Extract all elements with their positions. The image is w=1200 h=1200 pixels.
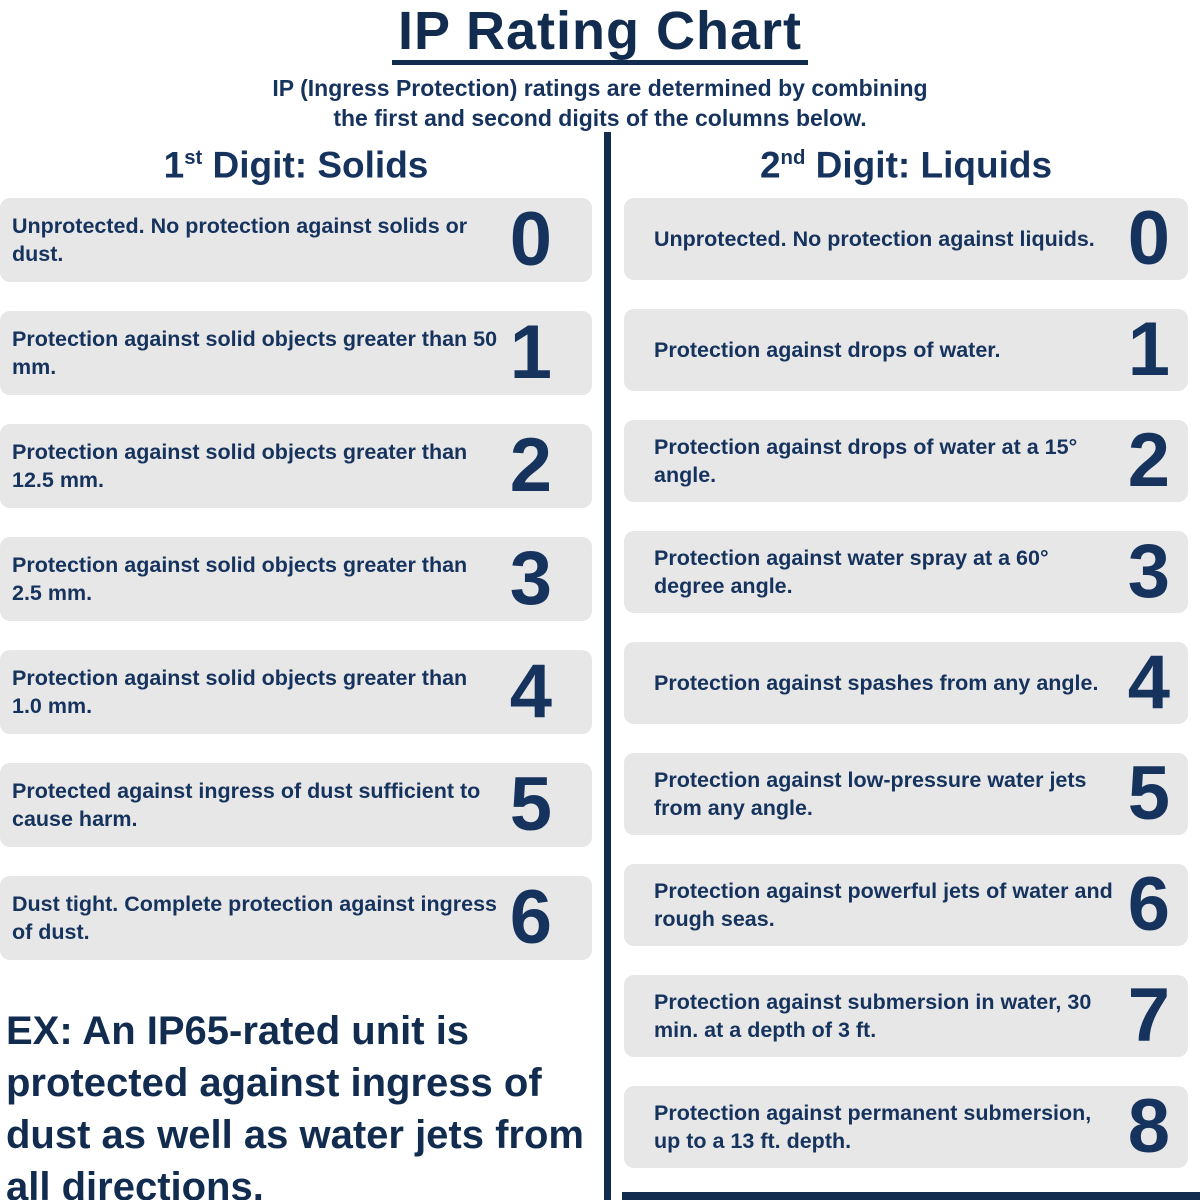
subtitle-line-1: IP (Ingress Protection) ratings are dete… xyxy=(272,75,928,101)
solids-row-1: Protection against solid objects greater… xyxy=(0,311,592,395)
rating-digit: 6 xyxy=(509,874,552,960)
liquids-row-5: Protection against low-pressure water je… xyxy=(624,753,1188,835)
rating-digit: 2 xyxy=(509,422,552,508)
rating-description: Protection against drops of water at a 1… xyxy=(654,434,1078,487)
page-title: IP Rating Chart xyxy=(391,4,809,65)
rating-description: Protection against water spray at a 60° … xyxy=(654,545,1049,598)
rating-digit: 3 xyxy=(1127,528,1170,614)
heading-ordinal: st xyxy=(184,147,203,169)
liquids-column: 2nd Digit: Liquids Unprotected. No prote… xyxy=(624,132,1188,1197)
rating-description: Protection against solid objects greater… xyxy=(12,552,468,605)
liquids-row-2: Protection against drops of water at a 1… xyxy=(624,420,1188,502)
heading-ordinal: nd xyxy=(780,147,806,169)
column-divider xyxy=(604,132,611,1200)
rating-digit: 4 xyxy=(509,648,552,734)
example-note: EX: An IP65-rated unit is protected agai… xyxy=(6,1009,584,1200)
liquids-row-1: Protection against drops of water. 1 xyxy=(624,309,1188,391)
liquids-row-0: Unprotected. No protection against liqui… xyxy=(624,198,1188,280)
rating-description: Protection against solid objects greater… xyxy=(12,665,468,718)
rating-description: Protection against solid objects greater… xyxy=(12,326,498,379)
rating-digit: 6 xyxy=(1127,861,1170,947)
solids-column: 1st Digit: Solids Unprotected. No protec… xyxy=(0,132,592,989)
solids-row-4: Protection against solid objects greater… xyxy=(0,650,592,734)
rating-description: Unprotected. No protection against solid… xyxy=(12,213,468,266)
liquids-column-heading: 2nd Digit: Liquids xyxy=(624,132,1188,186)
rating-description: Protection against low-pressure water je… xyxy=(654,767,1087,820)
heading-number: 1 xyxy=(163,144,185,186)
heading-text: Digit: Liquids xyxy=(805,144,1053,186)
rating-digit: 5 xyxy=(1127,750,1170,836)
rating-description: Protection against submersion in water, … xyxy=(654,989,1092,1042)
chart-header: IP Rating Chart IP (Ingress Protection) … xyxy=(0,0,1200,134)
rating-description: Unprotected. No protection against liqui… xyxy=(654,226,1095,251)
liquids-row-3: Protection against water spray at a 60° … xyxy=(624,531,1188,613)
solids-row-2: Protection against solid objects greater… xyxy=(0,424,592,508)
rating-digit: 7 xyxy=(1127,972,1170,1058)
solids-row-5: Protected against ingress of dust suffic… xyxy=(0,763,592,847)
solids-row-0: Unprotected. No protection against solid… xyxy=(0,198,592,282)
solids-row-6: Dust tight. Complete protection against … xyxy=(0,876,592,960)
rating-digit: 5 xyxy=(509,761,552,847)
chart-subtitle: IP (Ingress Protection) ratings are dete… xyxy=(0,73,1200,134)
rating-description: Protection against solid objects greater… xyxy=(12,439,468,492)
rating-description: Protection against spashes from any angl… xyxy=(654,670,1099,695)
rating-description: Protection against permanent submersion,… xyxy=(654,1100,1092,1153)
liquids-row-8: Protection against permanent submersion,… xyxy=(624,1086,1188,1168)
rating-description: Protected against ingress of dust suffic… xyxy=(12,778,481,831)
rating-description: Protection against drops of water. xyxy=(654,337,1001,362)
bottom-border-bar xyxy=(622,1192,1200,1200)
rating-digit: 2 xyxy=(1127,417,1170,503)
rating-digit: 3 xyxy=(509,535,552,621)
rating-digit: 1 xyxy=(509,309,552,395)
heading-number: 2 xyxy=(759,144,781,186)
solids-column-heading: 1st Digit: Solids xyxy=(0,132,592,186)
subtitle-line-2: the first and second digits of the colum… xyxy=(333,105,867,132)
heading-text: Digit: Solids xyxy=(202,144,429,186)
rating-digit: 0 xyxy=(1127,195,1170,281)
rating-digit: 0 xyxy=(509,196,552,282)
rating-digit: 1 xyxy=(1127,306,1170,392)
liquids-row-6: Protection against powerful jets of wate… xyxy=(624,864,1188,946)
rating-digit: 4 xyxy=(1127,639,1170,725)
rating-description: Protection against powerful jets of wate… xyxy=(654,878,1113,931)
liquids-row-4: Protection against spashes from any angl… xyxy=(624,642,1188,724)
solids-row-3: Protection against solid objects greater… xyxy=(0,537,592,621)
rating-digit: 8 xyxy=(1127,1083,1170,1169)
liquids-row-7: Protection against submersion in water, … xyxy=(624,975,1188,1057)
rating-description: Dust tight. Complete protection against … xyxy=(12,891,497,944)
